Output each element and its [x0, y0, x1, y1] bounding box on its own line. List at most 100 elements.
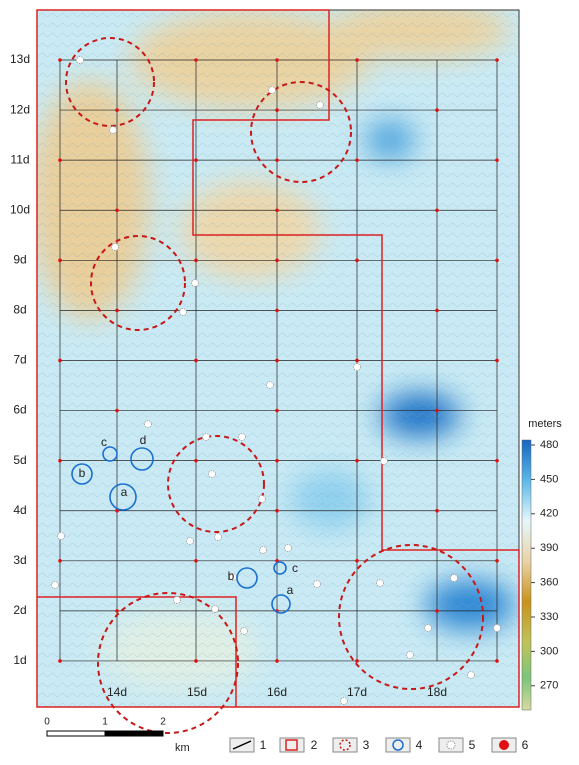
star-point — [313, 580, 321, 588]
colorbar-label: 480 — [540, 439, 558, 451]
star-point — [376, 579, 384, 587]
star-point — [211, 605, 219, 613]
circle-label: b — [228, 569, 235, 583]
y-label: 13d — [10, 52, 30, 66]
sample-point — [58, 559, 62, 563]
star-point — [284, 544, 292, 552]
sample-point — [58, 659, 62, 663]
colorbar-label: 420 — [540, 508, 558, 520]
legend-label: 1 — [260, 738, 267, 752]
legend-label: 6 — [522, 738, 529, 752]
x-label: 16d — [267, 685, 287, 699]
x-label: 17d — [347, 685, 367, 699]
legend-symbols — [229, 737, 517, 753]
dashed-circle — [65, 37, 155, 127]
star-point — [240, 627, 248, 635]
scale-label: 0 — [44, 717, 50, 728]
blue-circle — [236, 567, 258, 589]
circle-label: c — [101, 435, 107, 449]
y-label: 7d — [13, 353, 26, 367]
blue-circle — [271, 594, 291, 614]
colorbar — [521, 439, 532, 711]
sample-point — [435, 208, 439, 213]
sample-point — [495, 559, 499, 563]
sample-point — [194, 158, 198, 162]
legend-label: 2 — [311, 738, 318, 752]
sample-point — [275, 408, 279, 413]
x-label: 18d — [427, 685, 447, 699]
sample-point — [115, 308, 119, 313]
circle-label: b — [79, 466, 86, 480]
star-point — [202, 433, 210, 441]
y-label: 9d — [13, 252, 26, 266]
sample-point — [495, 158, 499, 162]
sample-point — [435, 308, 439, 313]
scale-label: 1 — [102, 717, 108, 728]
circle-label: a — [287, 583, 294, 597]
sample-point — [58, 58, 62, 62]
y-label: 6d — [13, 403, 26, 417]
sample-point — [275, 108, 279, 112]
star-point — [186, 537, 194, 545]
sample-point — [58, 258, 62, 263]
sample-point — [58, 458, 62, 463]
colorbar-label: 390 — [540, 542, 558, 554]
blue-circle — [71, 463, 93, 485]
star-point — [173, 596, 181, 604]
star-point — [259, 546, 267, 554]
dashed-circle — [90, 235, 186, 331]
star-point — [51, 581, 59, 589]
sample-point — [355, 358, 359, 363]
sample-point — [275, 358, 279, 363]
star-point — [353, 363, 361, 371]
star-point — [316, 101, 324, 109]
star-point — [179, 308, 187, 316]
blue-circle — [109, 483, 137, 511]
colorbar-label: 330 — [540, 611, 558, 623]
y-label: 8d — [13, 303, 26, 317]
sample-point — [355, 258, 359, 263]
sample-point — [355, 659, 359, 663]
star-point — [191, 279, 199, 287]
star-point — [268, 86, 276, 94]
sample-point — [495, 258, 499, 263]
sample-point — [355, 58, 359, 62]
sample-point — [58, 158, 62, 162]
dashed-circle — [167, 435, 265, 533]
star-point — [109, 126, 117, 134]
sample-point — [355, 458, 359, 463]
star-point — [450, 574, 458, 582]
sample-point — [275, 458, 279, 463]
star-point — [340, 697, 348, 705]
sample-point — [194, 659, 198, 663]
y-label: 5d — [13, 453, 26, 467]
sample-point — [275, 58, 279, 62]
scale-unit: km — [175, 742, 190, 754]
star-point — [266, 381, 274, 389]
dashed-circle — [97, 592, 239, 734]
sample-point — [275, 208, 279, 213]
y-label: 10d — [10, 202, 30, 216]
sample-point — [435, 408, 439, 413]
star-point — [144, 420, 152, 428]
sample-point — [115, 208, 119, 213]
sample-point — [194, 58, 198, 62]
sample-point — [275, 508, 279, 513]
dashed-circle — [338, 544, 484, 690]
sample-point — [194, 458, 198, 463]
dashed-circles — [65, 37, 484, 734]
blue-circle — [130, 447, 154, 471]
star-point — [467, 671, 475, 679]
x-label: 15d — [187, 685, 207, 699]
points — [51, 56, 501, 705]
sample-point — [115, 609, 119, 613]
circle-label: a — [121, 485, 128, 499]
star-point — [214, 533, 222, 541]
scale-bar — [46, 730, 164, 737]
star-point — [76, 56, 84, 64]
sample-point — [495, 358, 499, 363]
legend-label: 4 — [416, 738, 423, 752]
dashed-circle — [250, 81, 352, 183]
